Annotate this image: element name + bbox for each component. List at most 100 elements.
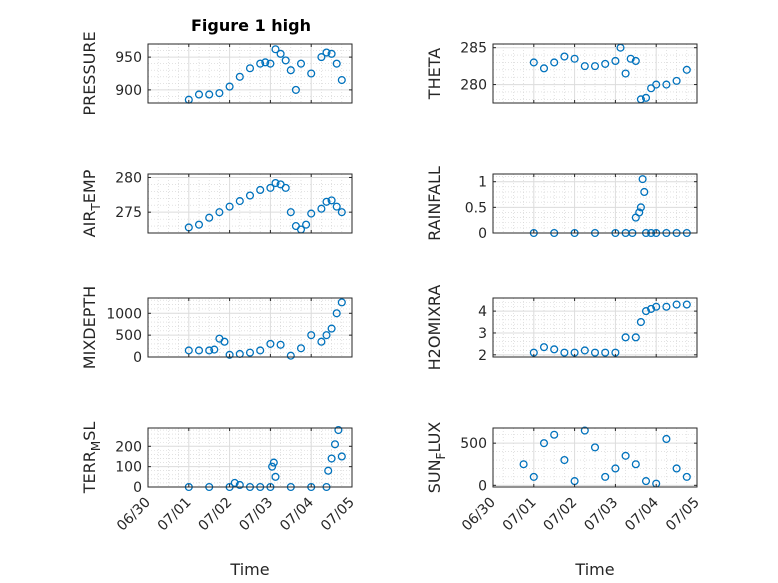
data-point — [327, 196, 336, 205]
data-point — [601, 472, 610, 481]
data-point — [215, 89, 224, 98]
x-tick-label: 07/01 — [155, 495, 195, 535]
data-point — [276, 49, 285, 58]
data-point — [194, 220, 204, 229]
data-point — [332, 59, 341, 68]
y-tick-label: 200 — [115, 439, 142, 455]
data-point — [631, 56, 640, 66]
data-point — [529, 58, 538, 67]
y-tick-label: 285 — [460, 41, 487, 57]
x-tick-label: 07/05 — [318, 495, 358, 535]
data-point — [641, 477, 651, 486]
data-point — [332, 202, 341, 211]
y-axis-label: RAINFALL — [425, 166, 444, 241]
data-point — [631, 333, 640, 342]
data-point — [307, 331, 316, 340]
data-point — [635, 208, 644, 217]
data-point — [302, 220, 311, 229]
y-axis-label: TERRMSL — [80, 422, 103, 495]
plot-area — [493, 428, 697, 487]
axes-frame — [147, 297, 353, 358]
y-tick-label: 4 — [478, 304, 487, 320]
y-axis-label: MIXDEPTH — [80, 286, 99, 369]
axes-frame — [492, 173, 698, 234]
x-tick-label: 06/30 — [459, 495, 499, 535]
axes-frame — [147, 43, 353, 104]
data-point — [682, 472, 691, 481]
data-point — [337, 76, 346, 85]
x-tick-label: 07/03 — [236, 495, 276, 535]
data-point — [307, 69, 316, 78]
data-point — [652, 302, 661, 311]
x-tick-label: 07/04 — [622, 494, 662, 534]
y-tick-label: 0 — [478, 478, 487, 494]
subplot-7: 06/30 07/01 07/02 07/03 07/04 07/05 0 100 200 TER… — [80, 422, 358, 579]
subplot-3: 275 280 AIRTEMP — [80, 169, 353, 237]
data-point — [560, 455, 569, 465]
data-point — [230, 478, 239, 487]
y-tick-label: 2 — [478, 348, 487, 364]
y-axis-label: THETA — [425, 48, 444, 100]
data-point — [194, 90, 204, 99]
data-point — [626, 54, 635, 63]
y-tick-label: 100 — [115, 460, 142, 476]
axes-frame — [147, 173, 353, 234]
subplot-6: 2 3 4 H2OMIXRA — [425, 285, 698, 370]
data-point — [641, 307, 651, 316]
x-tick-label: 06/30 — [114, 495, 154, 535]
data-point — [235, 480, 244, 490]
data-point — [245, 191, 255, 200]
data-point — [539, 439, 549, 448]
data-point — [590, 62, 600, 71]
y-tick-label: 0 — [133, 350, 142, 366]
data-point — [337, 208, 346, 217]
y-axis-label: AIRTEMP — [80, 169, 103, 237]
data-point — [317, 53, 326, 62]
data-point — [332, 309, 341, 318]
data-point — [266, 183, 275, 192]
data-point — [621, 69, 630, 78]
axes-frame — [147, 427, 353, 488]
data-point — [276, 340, 285, 349]
data-point — [580, 426, 589, 435]
plot-area — [148, 174, 352, 233]
data-point — [641, 93, 651, 102]
data-point — [225, 82, 234, 91]
data-point — [271, 178, 280, 188]
x-tick-label: 07/02 — [541, 495, 581, 535]
data-point — [269, 458, 278, 467]
data-point — [636, 203, 645, 212]
data-point — [291, 85, 300, 94]
plot-area — [148, 44, 352, 103]
y-tick-label: 900 — [115, 83, 142, 99]
subplot-2: 280 285 THETA — [425, 41, 698, 104]
data-point — [322, 197, 331, 206]
y-tick-label: 500 — [115, 328, 142, 344]
y-tick-label: 3 — [478, 326, 487, 342]
data-point — [256, 185, 265, 195]
y-tick-label: 1000 — [106, 306, 142, 322]
y-tick-label: 0 — [133, 480, 142, 496]
data-point — [590, 348, 600, 357]
x-axis-label: Time — [574, 560, 614, 579]
data-point — [271, 45, 280, 54]
x-tick-label: 07/02 — [196, 495, 236, 535]
axes-frame — [492, 297, 698, 358]
data-point — [636, 317, 645, 327]
data-point — [337, 452, 346, 461]
data-point — [307, 209, 316, 218]
data-point — [601, 348, 610, 357]
y-tick-label: 280 — [460, 78, 487, 94]
data-point — [652, 80, 661, 89]
data-point — [640, 187, 649, 197]
data-point — [672, 76, 681, 85]
data-point — [590, 443, 600, 452]
y-tick-label: 275 — [115, 205, 142, 221]
x-axis-label: Time — [229, 560, 269, 579]
data-point — [550, 58, 559, 67]
data-point — [296, 344, 306, 353]
data-point — [560, 52, 569, 61]
data-point — [621, 333, 630, 342]
y-tick-label: 0 — [478, 226, 487, 242]
data-point — [317, 204, 326, 213]
